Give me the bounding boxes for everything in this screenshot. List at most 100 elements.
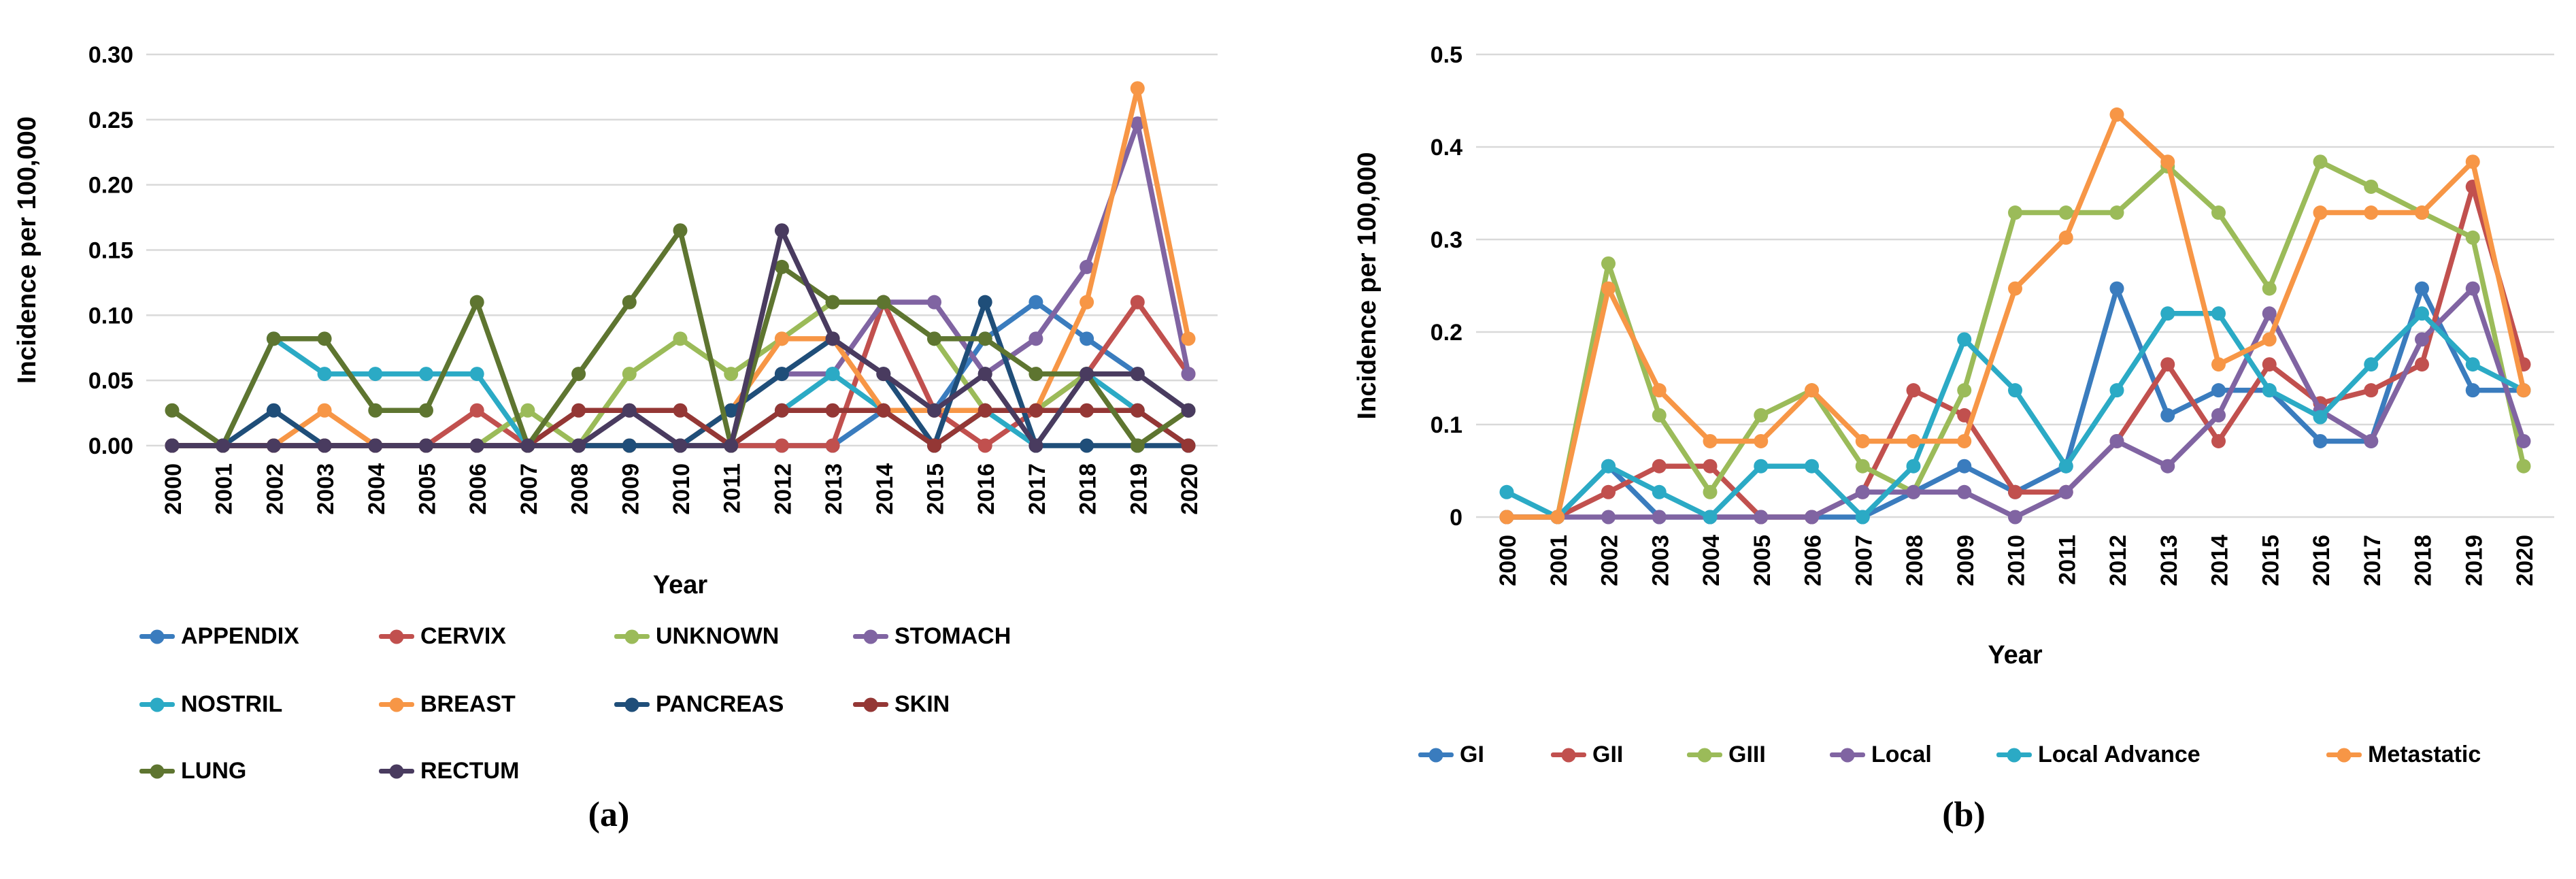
x-tick-label: 2020 [2512,535,2538,586]
data-point [2364,179,2379,194]
x-tick-label: 2002 [262,463,288,515]
series-rectum [165,223,1196,453]
y-axis-title: Incidence per 100,000 [13,116,41,384]
data-point [1028,403,1043,418]
x-tick-label: 2004 [364,463,390,515]
x-tick-label: 2012 [770,463,796,515]
data-point [1130,438,1145,453]
legend-label: PANCREAS [656,691,784,717]
data-point [977,403,992,418]
data-point [977,295,992,310]
data-point [1855,459,1870,474]
x-tick-label: 2004 [1699,535,1724,586]
legend-item-local: Local [1830,742,1932,768]
legend-marker-icon [139,764,175,778]
legend-item-gi: GI [1418,742,1484,768]
data-point [2211,205,2226,220]
data-point [1957,408,1972,422]
y-tick-label: 0 [1450,505,1462,531]
data-point [419,367,433,382]
data-point [1028,295,1043,310]
x-tick-label: 2019 [1126,463,1152,515]
series-metastatic [1499,107,2531,525]
x-tick-label: 2009 [1953,535,1979,586]
x-tick-label: 2000 [161,463,186,515]
y-tick-label: 0.30 [88,42,133,68]
x-tick-label: 2015 [2258,535,2284,586]
x-tick-label: 2006 [465,463,491,515]
legend-dot-icon [1561,748,1576,762]
data-point [927,438,941,453]
data-point [1499,484,1514,499]
y-tick-label: 0.00 [88,433,133,459]
line-chart-a: 0.00 0.05 0.10 0.15 0.20 0.25 0.30 2000 2001 2002… [13,42,1218,599]
y-tick-label: 0.4 [1431,135,1462,161]
data-point [774,438,789,453]
y-axis-title: Incidence per 100,000 [1353,152,1382,420]
y-tick-label: 0.1 [1431,412,1462,438]
x-tick-label: 2007 [1851,535,1877,586]
legend-marker-icon [379,764,414,778]
data-point [317,438,332,453]
data-point [419,403,433,418]
data-point [1080,259,1094,274]
x-tick-label: 2009 [618,463,643,515]
data-point [1652,510,1667,525]
data-point [2211,433,2226,448]
legend-marker-icon [614,629,650,644]
legend-item-rectum: RECTUM [379,758,519,784]
data-point [2516,383,2531,398]
data-point [419,438,433,453]
x-tick-label: 2006 [1801,535,1826,586]
data-point [2415,306,2429,321]
data-point [2058,459,2073,474]
data-point [2109,383,2124,398]
data-point [1601,459,1616,474]
data-point [977,331,992,346]
legend-marker-icon [1996,748,2032,762]
legend-item-stomach: STOMACH [853,623,1011,650]
data-point [469,295,484,310]
data-point [1754,408,1769,422]
data-point [2465,154,2480,169]
data-point [2160,306,2175,321]
series-line [1507,286,2526,520]
data-point [1130,367,1145,382]
data-point [469,367,484,382]
legend-item-lung: LUNG [139,758,246,784]
data-point [1181,438,1196,453]
data-point [1652,459,1667,474]
legend-item-pancreas: PANCREAS [614,691,784,718]
data-point [977,438,992,453]
caption-b: (b) [1942,795,1986,834]
legend-marker-icon [1418,748,1454,762]
series-line [1507,112,2526,520]
data-point [1080,403,1094,418]
legend-item-breast: BREAST [379,691,516,718]
data-point [2262,357,2277,372]
data-point [1080,438,1094,453]
legend-label: LUNG [181,758,247,784]
data-point [1601,281,1616,296]
data-point [2364,357,2379,372]
data-point [1080,367,1094,382]
data-point [774,367,789,382]
legend-item-skin: SKIN [853,691,950,718]
y-tick-label: 0.5 [1431,42,1462,68]
data-point [571,438,586,453]
legend-dot-icon [1697,748,1712,762]
legend-dot-icon [150,697,165,712]
data-point [1957,383,1972,398]
legend-marker-icon [379,629,414,644]
data-point [2058,484,2073,499]
x-tick-label: 2003 [313,463,339,515]
data-point [571,367,586,382]
data-point [1957,459,1972,474]
data-point [2160,459,2175,474]
data-point [673,331,688,346]
data-point [622,403,637,418]
data-point [165,438,180,453]
data-point [1601,256,1616,271]
data-point [317,331,332,346]
series-gii [1499,179,2531,525]
